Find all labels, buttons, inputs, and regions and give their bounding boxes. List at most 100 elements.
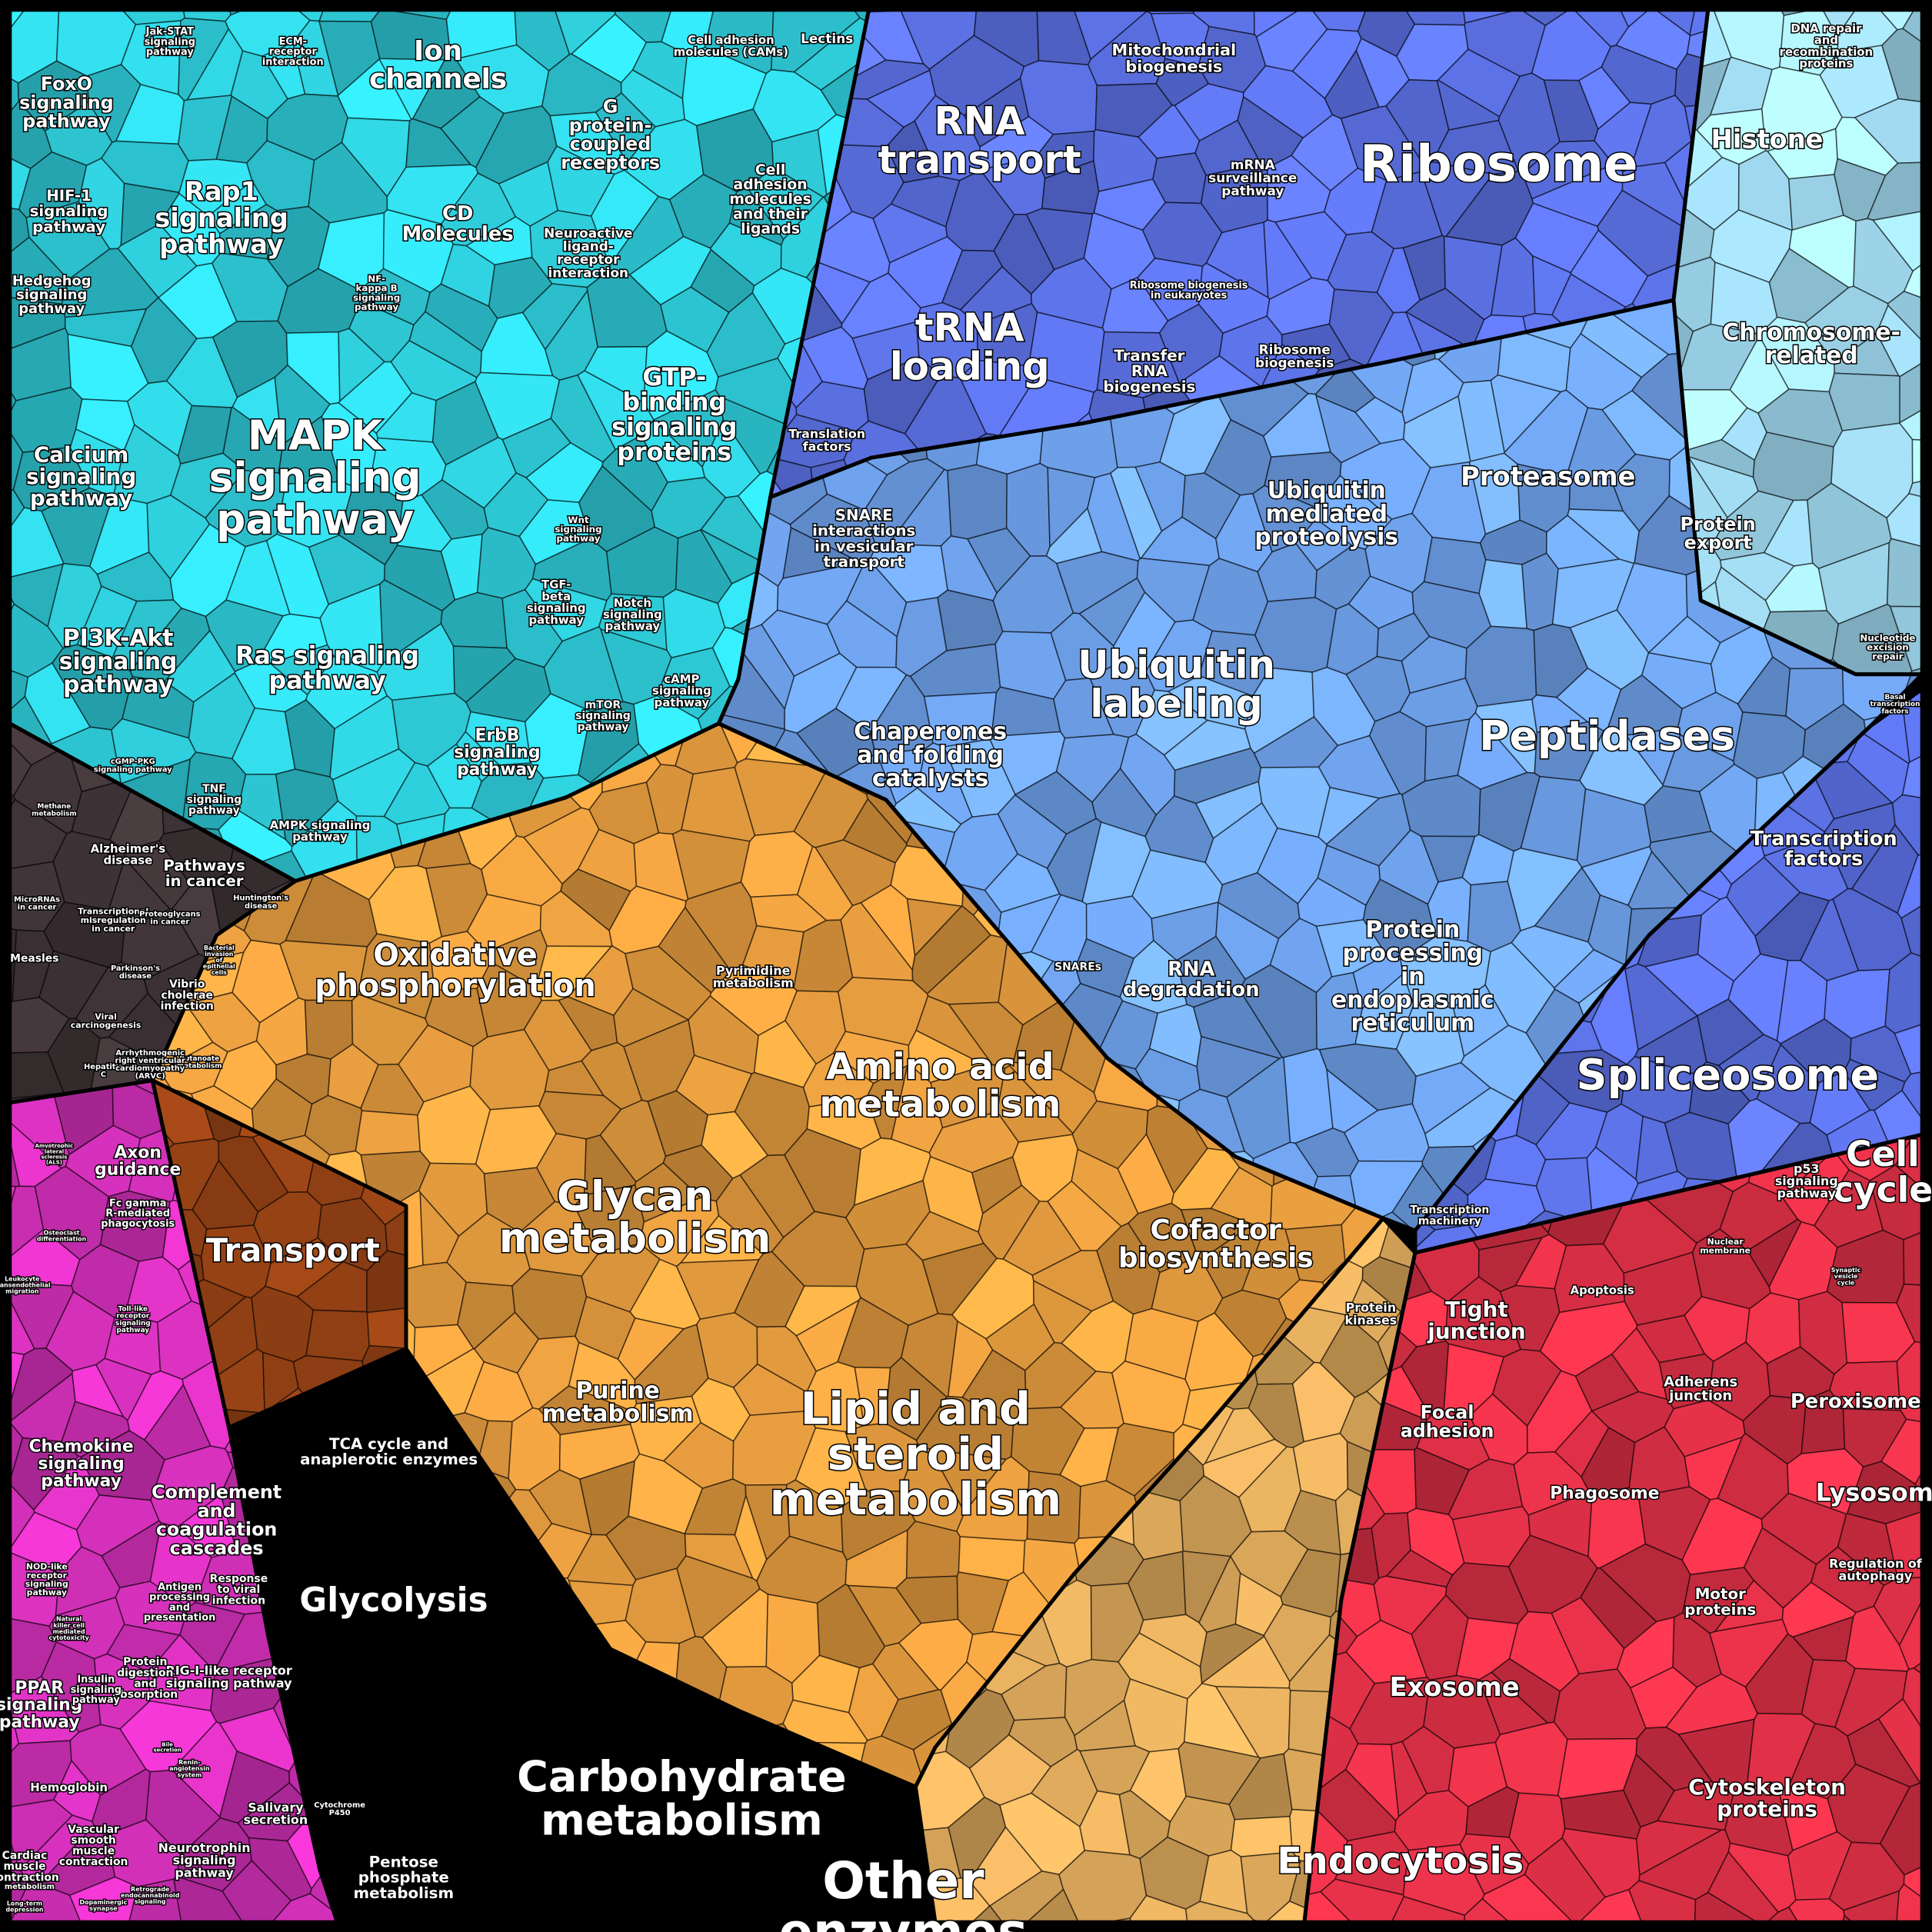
pathway-label-line: Methane — [38, 803, 72, 811]
pathway-label-line: proteins — [1717, 1796, 1817, 1821]
pathway-label: Spliceosome — [1577, 1051, 1880, 1101]
pathway-label-line: Motor — [1695, 1585, 1746, 1603]
pathway-label: Amyotrophic lateral sclerosis (ALS) — [35, 1143, 73, 1165]
pathway-label-line: molecules — [729, 192, 811, 208]
pathway-label: Huntington's disease — [233, 894, 288, 911]
pathway-label-line: binding — [622, 389, 726, 417]
pathway-label-line: endocannabinoid — [121, 1892, 179, 1899]
pathway-label: Neurotrophin signaling pathway — [158, 1840, 251, 1880]
pathway-label: Peptidases — [1479, 711, 1735, 760]
region-transport-border — [150, 1078, 408, 1430]
pathway-label-line: receptor — [116, 1312, 149, 1320]
pathway-label-line: Dopaminergic — [80, 1898, 128, 1905]
pathway-label-line: transendothelial — [0, 1281, 51, 1288]
pathway-label-line: Phagosome — [1550, 1484, 1659, 1503]
pathway-label: Transfer RNA biogenesis — [1103, 347, 1195, 395]
pathway-label-line: Chemokine — [28, 1437, 133, 1457]
pathway-label-line: pathway — [1777, 1186, 1837, 1201]
pathway-label-line: pathway — [41, 1471, 122, 1491]
protein-cell — [560, 868, 631, 931]
pathway-label-line: Vascular — [68, 1824, 119, 1836]
pathway-label-line: Fc gamma — [109, 1198, 166, 1209]
pathway-label-line: secretion — [244, 1812, 308, 1827]
pathway-label-line: Transcription — [1410, 1204, 1489, 1217]
pathway-label-line: adhesion — [734, 177, 808, 193]
pathway-label-line: Ribosome biogenesis — [1130, 280, 1248, 291]
pathway-label: Hedgehog signaling pathway — [12, 273, 92, 317]
pathway-label-line: pathway — [72, 1694, 120, 1706]
pathway-label-line: biogenesis — [1255, 355, 1334, 371]
protein-cell — [355, 1110, 421, 1156]
pathway-label: ErbB signaling pathway — [454, 726, 540, 780]
pathway-label: Natural killer cell mediated cytotoxicity — [48, 1615, 88, 1641]
pathway-label: Butanoate metabolism — [177, 1055, 222, 1070]
pathway-label-line: Notch — [614, 596, 651, 610]
pathway-label: Transcriptional misregulation in cancer — [78, 907, 148, 934]
pathway-label-line: Insulin — [77, 1674, 115, 1685]
pathway-label: Bacterial invasion of epithelial cells — [203, 944, 235, 975]
pathway-label-line: signaling pathway — [166, 1675, 292, 1690]
pathway-label: ECM-receptor interaction — [262, 36, 324, 68]
pathway-label-line: in vesicular — [814, 537, 914, 555]
pathway-label-line: Basal — [1884, 694, 1905, 701]
pathway-label-line: signaling — [527, 601, 586, 615]
pathway-label: Vascular smooth muscle contraction — [59, 1824, 128, 1868]
pathway-label: Toll-like receptor signaling pathway — [115, 1305, 151, 1334]
pathway-label-line: machinery — [1418, 1215, 1481, 1227]
pathway-label-line: migration — [5, 1287, 38, 1294]
pathway-label-line: Nucleotide — [1860, 632, 1915, 643]
pathway-label-line: signaling — [0, 1696, 82, 1715]
pathway-label-line: NOD-like — [26, 1562, 68, 1572]
pathway-label: TCA cycle and anaplerotic enzymes — [300, 1434, 478, 1467]
pathway-label-line: Translation — [788, 426, 865, 441]
pathway-label: Synaptic vesicle cycle — [1831, 1267, 1861, 1286]
pathway-label-line: absorption — [112, 1689, 178, 1701]
pathway-label-line: synapse — [89, 1904, 117, 1911]
pathway-label: NOD-like receptor signaling pathway — [25, 1562, 68, 1597]
pathway-label-line: FoxO — [41, 73, 92, 95]
pathway-label: Carbohydrate metabolism — [517, 1752, 847, 1846]
pathway-label: Ribosome — [1360, 135, 1637, 194]
pathway-label-line: Spliceosome — [1577, 1051, 1880, 1101]
pathway-label-line: pathway — [188, 804, 240, 817]
pathway-label: Protein kinases — [1345, 1300, 1397, 1327]
pathway-label: mRNA surveillance pathway — [1208, 157, 1297, 198]
pathway-label-line: pathway — [457, 761, 538, 780]
pathway-label: Purine metabolism — [542, 1377, 694, 1427]
pathway-label-line: right ventricular — [115, 1057, 185, 1065]
pathway-label: Pyrimidine metabolism — [713, 963, 794, 990]
pathway-label: Long-term depression — [5, 1900, 43, 1913]
pathway-label-line: cytotoxicity — [48, 1634, 88, 1641]
pathway-label-line: carcinogenesis — [71, 1021, 142, 1031]
pathway-label-line: lateral — [45, 1148, 64, 1154]
pathway-label: cGMP-PKG signaling pathway — [94, 758, 172, 774]
pathway-label-line: Salivary — [248, 1800, 304, 1814]
pathway-label: Proteasome — [1461, 461, 1635, 491]
pathway-label-line: (ARVC) — [135, 1072, 165, 1081]
protein-cell — [1707, 1851, 1779, 1923]
pathway-label-line: Focal — [1421, 1401, 1474, 1423]
pathway-label-line: in cancer — [165, 872, 244, 890]
pathway-label-line: Amino acid — [826, 1046, 1054, 1088]
pathway-label-line: pathway — [22, 110, 111, 132]
pathway-label-line: Nuclear — [1707, 1237, 1744, 1247]
pathway-label: Parkinson's disease — [111, 964, 160, 981]
pathway-label-line: proteins — [1684, 1601, 1756, 1618]
pathway-label: Leukocytetransendothelialmigration — [0, 1275, 51, 1294]
pathway-label-line: metabolism — [499, 1214, 771, 1262]
pathway-label-line: Huntington's — [233, 894, 288, 903]
pathway-label: Fc gamma R-mediated phagocytosis — [101, 1198, 175, 1229]
pathway-label: MicroRNAs in cancer — [14, 895, 60, 911]
pathway-label: Focal adhesion — [1401, 1401, 1494, 1441]
pathway-label: Ion channels — [369, 35, 507, 95]
pathway-label-line: cycle — [1837, 1279, 1855, 1286]
pathway-label: SNARE interactions in vesicular transport — [812, 506, 915, 571]
pathway-label-line: signaling — [59, 648, 178, 675]
pathway-label-line: Cofactor — [1150, 1214, 1281, 1246]
pathway-label-line: GTP- — [642, 364, 706, 391]
pathway-label-line: pathway — [27, 1587, 67, 1597]
pathway-label-line: degradation — [1123, 978, 1260, 1001]
pathway-label-line: Hepatitis — [84, 1063, 123, 1071]
pathway-label-line: transcription — [1870, 701, 1920, 708]
